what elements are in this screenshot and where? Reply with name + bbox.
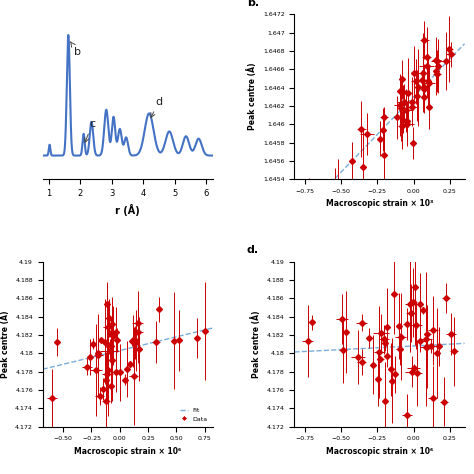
Text: b: b [70, 42, 81, 57]
X-axis label: Macroscopic strain × 10⁶: Macroscopic strain × 10⁶ [326, 447, 433, 456]
Y-axis label: Peak centre (Å): Peak centre (Å) [0, 310, 9, 378]
Y-axis label: Peak centre (Å): Peak centre (Å) [247, 63, 257, 130]
X-axis label: Macroscopic strain × 10³: Macroscopic strain × 10³ [326, 200, 433, 209]
Text: c: c [84, 118, 95, 142]
X-axis label: Macroscopic strain × 10⁶: Macroscopic strain × 10⁶ [74, 447, 182, 456]
Text: b.: b. [247, 0, 259, 8]
Legend: Fit, Data: Fit, Data [178, 406, 210, 423]
Text: d: d [151, 97, 163, 118]
Y-axis label: Peak centre (Å): Peak centre (Å) [251, 310, 261, 378]
X-axis label: r (Å): r (Å) [115, 203, 140, 216]
Text: d.: d. [247, 245, 259, 255]
